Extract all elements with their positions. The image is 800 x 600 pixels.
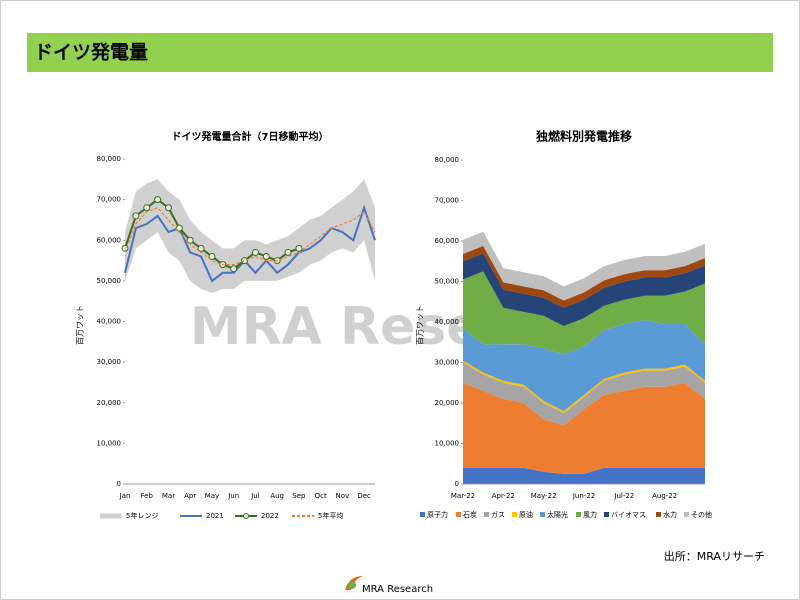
- point-marker: [284, 248, 292, 256]
- legend-swatch: [456, 512, 461, 517]
- y-tick-label: 30,000: [435, 359, 460, 367]
- area-segment: [463, 271, 705, 355]
- legend-swatch: [540, 512, 545, 517]
- point-marker: [295, 244, 303, 252]
- x-tick-label: Aug-22: [652, 492, 677, 500]
- x-tick-label: Aug: [270, 492, 284, 500]
- y-tick-label: 50,000: [97, 277, 122, 285]
- legend-label: 5年レンジ: [126, 511, 158, 520]
- legend-label: ガス: [491, 510, 505, 519]
- series-line: [124, 204, 376, 283]
- point-marker: [208, 253, 216, 260]
- y-tick-label: 40,000: [435, 318, 460, 326]
- y-tick-label: 20,000: [435, 399, 460, 407]
- x-tick-label: Feb: [141, 492, 154, 500]
- point-marker: [132, 212, 140, 220]
- legend-label: 2021: [206, 512, 224, 520]
- legend-label: その他: [691, 510, 712, 519]
- x-tick-label: Jul: [250, 492, 260, 500]
- legend-swatch: [684, 512, 689, 517]
- chart-title: 独燃料別発電推移: [535, 129, 632, 144]
- logo-dot: [348, 581, 356, 589]
- y-tick-label: 0: [117, 480, 121, 488]
- legend-label: 5年平均: [318, 511, 343, 520]
- x-tick-label: May: [205, 492, 219, 500]
- legend-label: 風力: [583, 510, 597, 519]
- x-tick-label: Jul-22: [613, 492, 634, 500]
- x-tick-label: Jun-22: [572, 492, 595, 500]
- point-marker: [154, 196, 162, 204]
- point-marker: [143, 204, 151, 212]
- area-segment: [463, 362, 705, 426]
- x-tick-label: Apr-22: [492, 492, 515, 500]
- area-segment: [463, 467, 705, 484]
- legend-label: 原油: [519, 510, 533, 519]
- legend-label: バイオマス: [611, 511, 646, 519]
- y-tick-label: 20,000: [97, 399, 122, 407]
- x-tick-label: Mar: [162, 492, 175, 500]
- x-tick-label: May-22: [531, 492, 557, 500]
- point-marker: [262, 253, 270, 260]
- x-tick-label: Sep: [292, 492, 306, 500]
- legend-label: 2022: [261, 512, 279, 520]
- legend-swatch: [484, 512, 489, 517]
- y-tick-label: 10,000: [97, 439, 122, 447]
- area-segment: [463, 382, 705, 474]
- legend-swatch: [512, 512, 517, 517]
- legend-label: 原子力: [427, 510, 448, 519]
- x-tick-label: Oct: [315, 492, 327, 500]
- logo-text: MRA Research: [362, 584, 433, 595]
- point-marker: [251, 248, 259, 256]
- area-segment: [463, 320, 705, 412]
- source: 出所：MRAリサーチ: [664, 549, 765, 563]
- legend-label: 石炭: [463, 511, 477, 519]
- x-tick-label: Mar-22: [451, 492, 475, 500]
- y-tick-label: 30,000: [97, 358, 122, 366]
- y-tick-label: 60,000: [435, 237, 460, 245]
- point-marker: [197, 244, 205, 252]
- y-axis-label: 百万ワット: [76, 305, 85, 345]
- y-tick-label: 10,000: [435, 440, 460, 448]
- legend-swatch: [420, 512, 425, 517]
- area-segment: [463, 231, 705, 301]
- y-tick-label: 70,000: [97, 196, 122, 204]
- y-axis-label: 百万ワット: [416, 305, 425, 345]
- area-segment: [463, 253, 705, 327]
- y-tick-label: 80,000: [435, 156, 460, 164]
- range-band: [125, 179, 375, 294]
- point-marker: [230, 265, 238, 273]
- area-segment: [463, 245, 705, 308]
- y-tick-label: 0: [455, 480, 459, 488]
- point-marker: [241, 257, 249, 265]
- x-tick-label: Jun: [227, 492, 239, 500]
- x-tick-label: Dec: [357, 492, 371, 500]
- legend-label: 太陽光: [547, 510, 568, 519]
- y-tick-label: 50,000: [435, 278, 460, 286]
- x-tick-label: Apr: [184, 492, 196, 500]
- y-tick-label: 60,000: [97, 236, 122, 244]
- point-marker: [186, 236, 194, 244]
- x-tick-label: Jan: [119, 492, 131, 500]
- point-marker: [175, 224, 183, 232]
- chart-title: ドイツ発電量合計（7日移動平均）: [172, 130, 329, 143]
- y-tick-label: 40,000: [97, 318, 122, 326]
- legend-marker: [243, 513, 249, 519]
- area-segment: [463, 360, 705, 414]
- series-line: [124, 207, 376, 266]
- header-title: ドイツ発電量: [34, 41, 148, 64]
- point-marker: [164, 204, 172, 212]
- y-tick-label: 80,000: [97, 155, 122, 163]
- legend-label: 水力: [663, 510, 677, 519]
- header-bar: [27, 33, 773, 72]
- x-tick-label: Nov: [336, 492, 350, 500]
- legend-swatch: [604, 512, 609, 517]
- legend-swatch: [656, 512, 661, 517]
- legend-swatch: [576, 512, 581, 517]
- y-tick-label: 70,000: [435, 197, 460, 205]
